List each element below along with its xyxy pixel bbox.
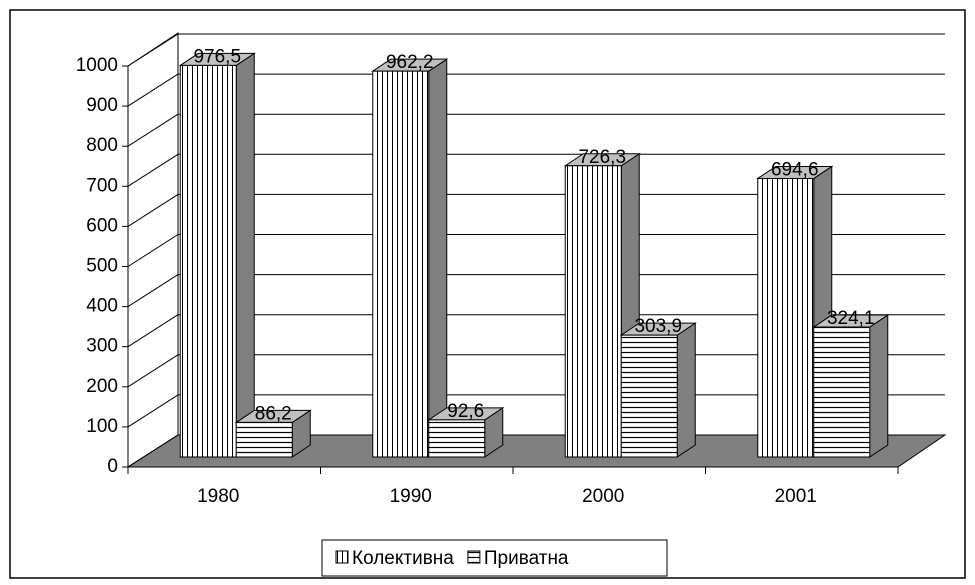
legend-label: Колективна — [352, 548, 454, 569]
grid-line — [127, 113, 179, 147]
grid-line — [127, 354, 179, 388]
y-tick-label: 700 — [86, 175, 118, 196]
value-label: 92,6 — [447, 401, 484, 422]
bar — [813, 326, 871, 458]
y-tick-label: 400 — [86, 296, 118, 317]
grid-line — [127, 394, 179, 428]
legend-box — [321, 539, 668, 577]
bar-side — [235, 52, 255, 458]
value-label: 86,2 — [255, 403, 292, 424]
y-tick-label: 1000 — [76, 55, 118, 76]
grid-line — [127, 274, 179, 308]
value-label: 303,9 — [634, 316, 682, 337]
y-tick-label: 500 — [86, 256, 118, 277]
x-tick-label: 2000 — [582, 486, 624, 507]
grid-line — [127, 193, 179, 227]
x-tick-label: 1990 — [390, 486, 432, 507]
grid-line — [127, 234, 179, 267]
y-tick-label: 200 — [86, 376, 118, 397]
legend-swatch — [335, 550, 349, 564]
grid-line — [127, 33, 179, 67]
y-tick-label: 900 — [86, 95, 118, 116]
grid-line — [127, 314, 179, 348]
x-tick-label: 2001 — [775, 486, 817, 507]
legend-label: Приватна — [484, 548, 569, 569]
bar — [179, 64, 237, 458]
bar — [757, 177, 815, 458]
grid-line — [127, 153, 179, 187]
y-tick-label: 300 — [86, 336, 118, 357]
legend-swatch — [467, 550, 481, 564]
bar — [235, 421, 293, 458]
value-label: 726,3 — [578, 147, 626, 168]
bar — [564, 165, 622, 458]
bar — [620, 334, 678, 458]
y-tick-label: 100 — [86, 416, 118, 437]
bar-side — [428, 58, 448, 458]
value-label: 976,5 — [193, 46, 241, 67]
y-tick-label: 800 — [86, 135, 118, 156]
value-label: 324,1 — [827, 308, 875, 329]
grid-line — [127, 73, 179, 107]
bar — [428, 419, 486, 458]
value-label: 962,2 — [386, 52, 434, 73]
y-tick-label: 600 — [86, 215, 118, 236]
bar — [372, 70, 430, 458]
value-label: 694,6 — [771, 159, 819, 180]
bar-side — [869, 314, 889, 458]
grid-line — [127, 434, 179, 468]
y-tick-label: 0 — [107, 456, 118, 477]
bar-side — [676, 322, 696, 458]
x-tick-label: 1980 — [197, 486, 239, 507]
